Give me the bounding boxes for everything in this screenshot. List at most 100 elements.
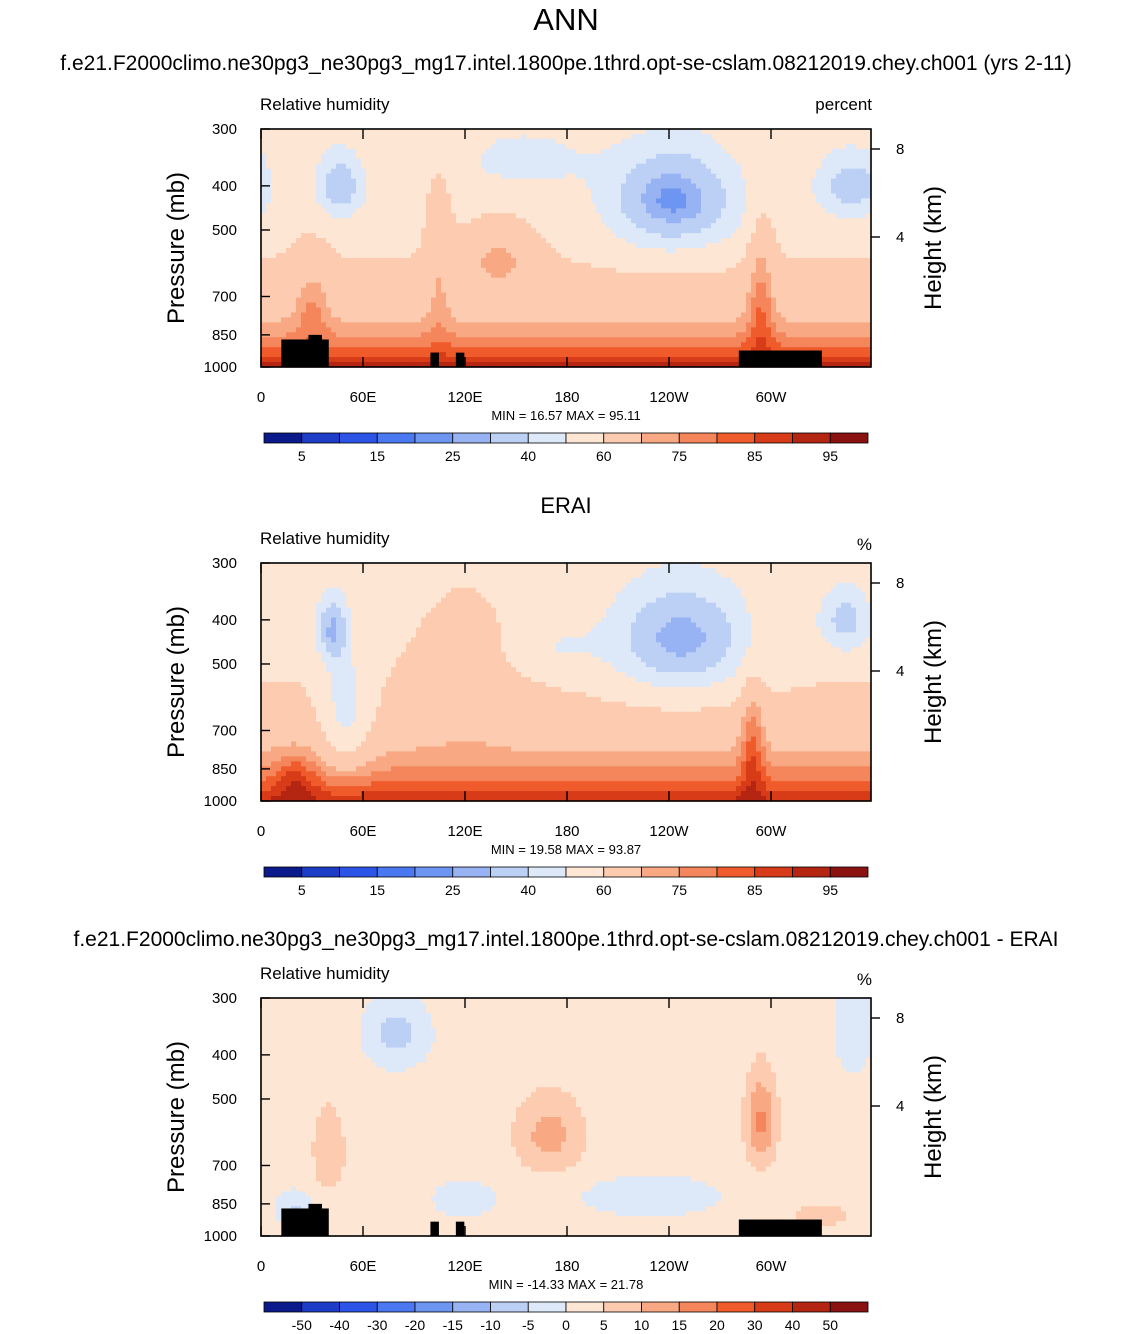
field-cell	[691, 218, 697, 224]
field-cell	[541, 272, 547, 279]
field-cell	[601, 292, 607, 299]
field-cell	[436, 183, 442, 190]
field-cell	[821, 252, 827, 259]
field-cell	[411, 168, 417, 175]
field-cell	[816, 257, 822, 264]
field-cell	[361, 178, 367, 185]
field-cell	[746, 133, 752, 140]
field-cell	[566, 198, 572, 204]
field-cell	[441, 287, 447, 294]
field-cell	[391, 193, 397, 200]
field-cell	[296, 153, 302, 160]
field-cell	[646, 238, 652, 244]
field-cell	[426, 233, 432, 239]
field-cell	[491, 143, 497, 150]
field-cell	[781, 173, 787, 180]
field-cell	[501, 198, 507, 204]
field-cell	[686, 133, 692, 140]
field-cell	[781, 272, 787, 279]
field-cell	[366, 129, 372, 135]
field-cell	[351, 138, 357, 145]
field-cell	[296, 287, 302, 294]
field-cell	[641, 243, 647, 249]
field-cell	[726, 252, 732, 259]
field-cell	[766, 129, 772, 135]
field-cell	[651, 233, 657, 239]
field-cell	[271, 312, 277, 319]
field-cell	[776, 252, 782, 259]
field-cell	[601, 153, 607, 160]
field-cell	[371, 198, 377, 204]
field-cell	[661, 257, 667, 264]
field-cell	[646, 252, 652, 259]
field-cell	[536, 312, 542, 319]
field-cell	[321, 133, 327, 140]
field-cell	[531, 277, 537, 284]
field-cell	[676, 248, 682, 254]
field-cell	[516, 173, 522, 180]
field-cell	[441, 327, 447, 333]
field-cell	[426, 178, 432, 185]
field-cell	[341, 143, 347, 150]
field-cell	[636, 203, 642, 209]
field-cell	[261, 138, 267, 145]
field-cell	[536, 307, 542, 314]
field-cell	[676, 322, 682, 328]
field-cell	[566, 312, 572, 319]
field-cell	[581, 138, 587, 145]
field-cell	[351, 327, 357, 333]
field-cell	[776, 168, 782, 175]
field-cell	[666, 307, 672, 314]
field-cell	[751, 193, 757, 200]
field-cell	[806, 183, 812, 190]
field-cell	[346, 178, 352, 185]
field-cell	[381, 312, 387, 319]
field-cell	[526, 287, 532, 294]
field-cell	[381, 243, 387, 249]
field-cell	[791, 322, 797, 328]
field-cell	[326, 307, 332, 314]
field-cell	[476, 178, 482, 185]
field-cell	[271, 183, 277, 190]
field-cell	[466, 307, 472, 314]
field-cell	[576, 292, 582, 299]
field-cell	[831, 267, 837, 274]
field-cell	[526, 267, 532, 274]
field-cell	[456, 238, 462, 244]
field-cell	[281, 262, 287, 269]
field-cell	[511, 302, 517, 309]
field-cell	[406, 208, 412, 214]
field-cell	[816, 267, 822, 274]
field-cell	[761, 143, 767, 150]
field-cell	[331, 129, 337, 135]
field-cell	[521, 252, 527, 259]
field-cell	[716, 302, 722, 309]
field-cell	[286, 193, 292, 200]
field-cell	[646, 257, 652, 264]
field-cell	[331, 198, 337, 204]
field-cell	[481, 158, 487, 165]
field-cell	[661, 129, 667, 135]
field-cell	[481, 312, 487, 319]
field-cell	[431, 173, 437, 180]
field-cell	[816, 203, 822, 209]
field-cell	[591, 148, 597, 155]
field-cell	[351, 213, 357, 219]
field-cell	[266, 297, 272, 304]
field-cell	[836, 223, 842, 229]
field-cell	[326, 272, 332, 279]
field-cell	[671, 327, 677, 333]
field-cell	[311, 277, 317, 284]
field-cell	[676, 252, 682, 259]
field-cell	[621, 133, 627, 140]
field-cell	[856, 297, 862, 304]
field-cell	[311, 248, 317, 254]
field-cell	[526, 302, 532, 309]
field-cell	[646, 307, 652, 314]
field-cell	[286, 272, 292, 279]
field-cell	[356, 297, 362, 304]
field-cell	[596, 327, 602, 333]
field-cell	[451, 282, 457, 289]
field-cell	[656, 252, 662, 259]
field-cell	[276, 257, 282, 264]
